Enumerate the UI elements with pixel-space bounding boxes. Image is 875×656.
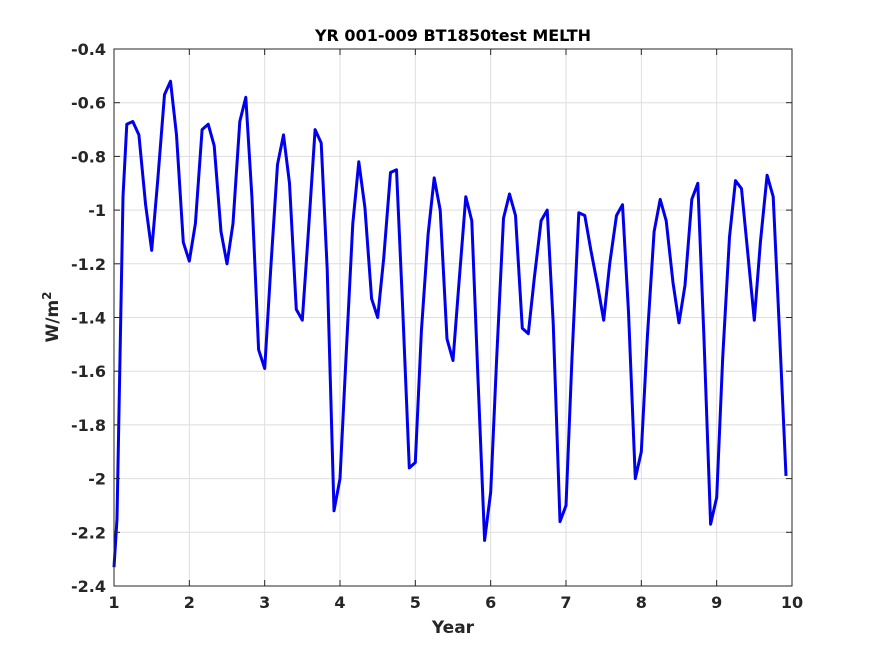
- y-tick-label: -2.4: [71, 577, 106, 596]
- x-tick-label: 9: [711, 593, 722, 612]
- y-tick-label: -1.2: [71, 255, 106, 274]
- y-tick-label: -0.6: [71, 94, 106, 113]
- y-tick-label: -0.8: [71, 147, 106, 166]
- chart-title: YR 001-009 BT1850test MELTH: [314, 26, 591, 45]
- y-tick-label: -0.4: [71, 40, 106, 59]
- tick-marks: [113, 48, 793, 587]
- y-tick-label: -1.4: [71, 309, 106, 328]
- x-tick-label: 2: [184, 593, 195, 612]
- x-axis-label: Year: [431, 618, 475, 638]
- y-tick-labels: -2.4 -2.2 -2 -1.8 -1.6 -1.4 -1.2 -1 -0.8 -0.6 -0.4: [71, 40, 106, 596]
- series-line: [112, 79, 788, 568]
- y-axis-label: W/m2: [40, 291, 63, 342]
- y-tick-label: -1.8: [71, 416, 106, 435]
- y-axis-label-unit: W/m: [43, 300, 63, 343]
- y-axis-label-superscript: 2: [40, 291, 54, 299]
- x-tick-label: 5: [410, 593, 421, 612]
- y-tick-label: -1: [88, 201, 106, 220]
- x-tick-label: 8: [636, 593, 647, 612]
- x-tick-label: 4: [334, 593, 345, 612]
- x-tick-label: 3: [259, 593, 270, 612]
- x-tick-label: 6: [485, 593, 496, 612]
- x-tick-label: 10: [781, 593, 803, 612]
- x-tick-labels: 1 2 3 4 5 6 7 8 9 10: [108, 593, 803, 612]
- y-tick-label: -2.2: [71, 523, 106, 542]
- y-tick-label: -1.6: [71, 362, 106, 381]
- x-tick-label: 1: [108, 593, 119, 612]
- y-tick-label: -2: [88, 470, 106, 489]
- x-tick-label: 7: [560, 593, 571, 612]
